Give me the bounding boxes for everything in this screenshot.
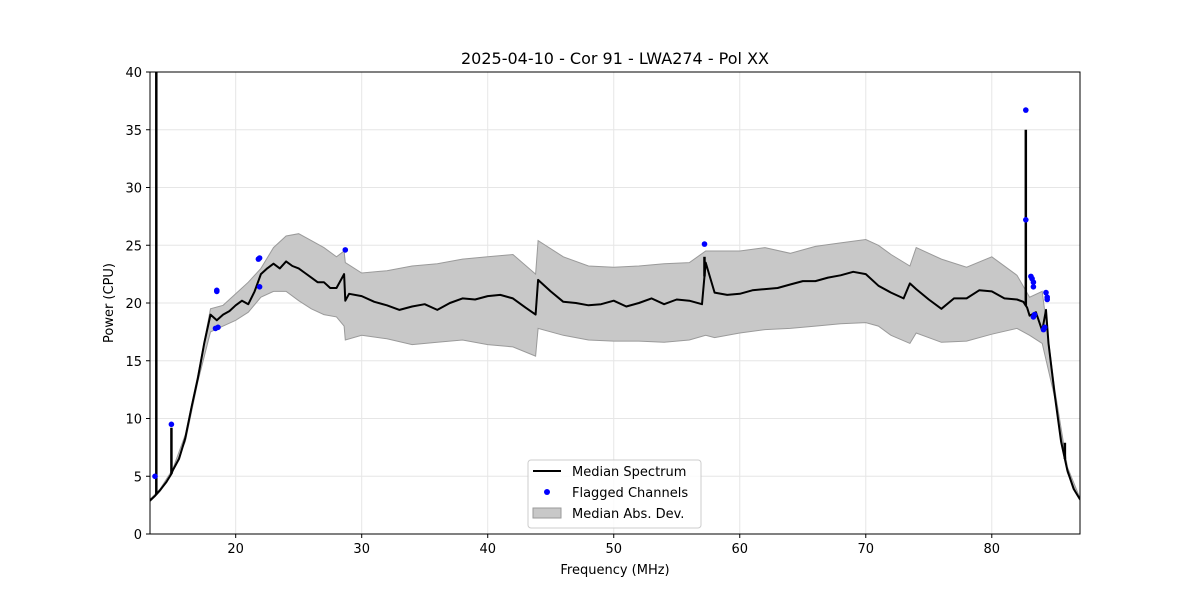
flagged-channel-point [214,287,220,294]
y-tick-label: 0 [134,528,142,543]
flagged-channel-point [1043,289,1049,296]
median-spectrum-line [150,260,1080,502]
legend-mad-swatch [532,507,562,519]
y-tick-label: 40 [125,66,142,81]
flagged-channel-point [1041,324,1048,331]
x-axis-label: Frequency (MHz) [560,563,669,578]
flagged-channel-point [1044,296,1050,303]
x-tick-label: 30 [353,542,370,557]
flagged-channel-point [215,324,221,331]
flagged-channel-point [701,241,708,247]
flagged-channel-point [168,421,175,428]
chart-title: 2025-04-10 - Cor 91 - LWA274 - Pol XX [461,49,769,68]
flagged-channel-point [1023,107,1029,113]
flagged-channel-point [256,284,263,290]
x-tick-label: 40 [479,542,496,557]
flagged-channel-point [1030,314,1037,320]
flagged-channel-point [1023,217,1029,223]
legend: Median Spectrum Flagged Channels Median … [527,459,702,529]
flagged-channel-point [342,247,349,253]
flagged-channel-point [152,473,158,480]
x-tick-label: 20 [227,542,244,557]
mad-band [150,233,1080,503]
y-tick-label: 10 [125,413,142,428]
legend-mad-label: Median Abs. Dev. [572,507,684,522]
flagged-channel-point [256,255,263,261]
y-tick-label: 35 [125,124,142,139]
legend-flagged-label: Flagged Channels [572,486,688,501]
series-group [150,72,1080,503]
y-tick-label: 25 [125,239,142,254]
y-tick-label: 30 [125,182,142,197]
x-tick-label: 60 [731,542,748,557]
y-tick-label: 15 [125,355,142,370]
x-tick-label: 70 [857,542,874,557]
y-tick-label: 20 [125,297,142,312]
legend-box [527,459,702,529]
legend-median-label: Median Spectrum [572,465,686,480]
y-axis-label: Power (CPU) [102,263,117,343]
flagged-channel-point [1030,284,1037,290]
x-tick-label: 50 [605,542,622,557]
legend-flagged-swatch [544,489,550,495]
axis-ticks: 20 30 40 50 60 70 80 0 5 10 15 20 25 30 35 40 [125,66,1000,557]
x-tick-label: 80 [984,542,1001,557]
plot-area [150,72,1080,503]
y-tick-label: 5 [134,470,142,485]
flagged-channel-point [1030,279,1037,286]
